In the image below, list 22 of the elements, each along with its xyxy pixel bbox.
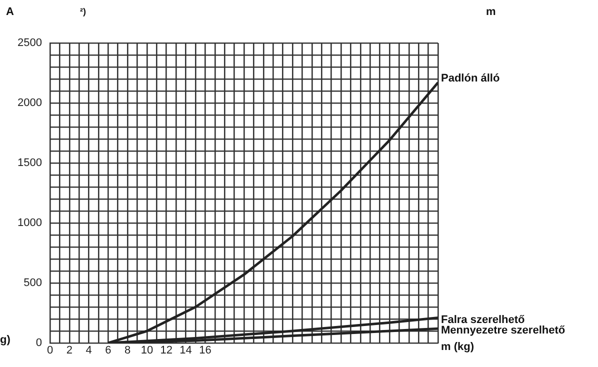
y-tick-label: 2500 [18,37,42,50]
x-tick-label: 16 [199,344,212,357]
x-tick-label: 0 [46,344,54,357]
x-tick-label: 12 [160,344,173,357]
y-tick-label: 500 [24,277,42,290]
x-tick-label: 4 [86,344,92,357]
text: m [486,6,496,18]
text: ²) [80,6,86,16]
y-tick-label: 1000 [18,217,42,230]
x-axis-title: m (kg) [441,341,474,354]
text: g) [0,334,11,346]
y-tick-label: 1500 [18,157,42,170]
y-axis-title: A [6,6,14,18]
series-label: Padlón álló [441,72,500,85]
x-tick-label: 14 [180,344,192,357]
y-tick-label: 2000 [18,97,42,110]
x-tick-label: 10 [140,344,154,357]
series-label: Falra szerelhető [441,314,526,326]
x-tick-label: 8 [124,344,131,357]
x-tick-label: 2 [66,344,72,357]
x-tick-label: 6 [105,344,112,357]
series-label: Mennyezetre szerelhető [441,324,566,337]
